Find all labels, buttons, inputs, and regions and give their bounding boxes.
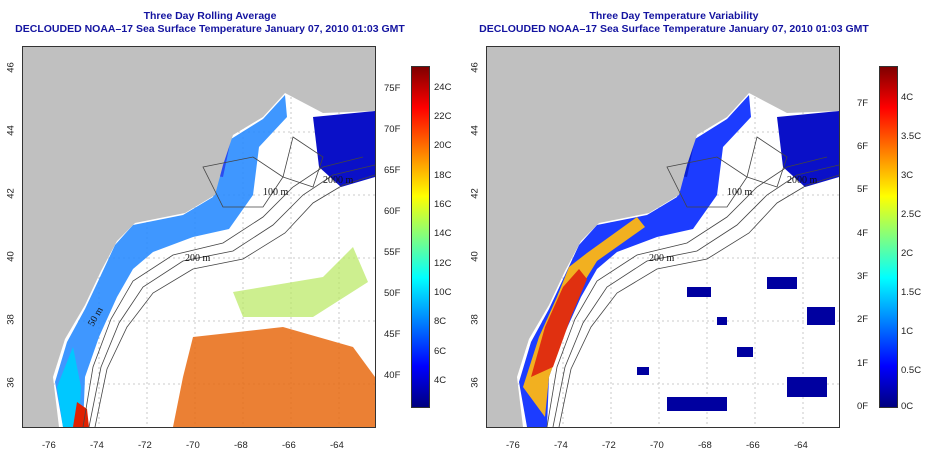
colorbar-label: 14C <box>434 228 452 239</box>
colorbar-label: 3F <box>857 271 869 282</box>
map-svg: 200 m 100 m 2000 m <box>487 47 839 427</box>
panel-rolling-average: Three Day Rolling Average DECLOUDED NOAA… <box>5 10 452 451</box>
land-nova-scotia <box>103 77 223 127</box>
x-tick: -76 <box>506 440 520 451</box>
bathymetry-contours <box>546 136 839 427</box>
panel-temperature-variability: Three Day Temperature Variability DECLOU… <box>464 0 939 475</box>
colorbar-label: 0C <box>901 401 914 412</box>
sst-map: 200 m 100 m 2000 m 50 m <box>22 46 376 428</box>
x-tick: -66 <box>746 440 760 451</box>
colorbar-label: 22C <box>434 111 452 122</box>
contour-label-100: 100 m <box>263 187 289 198</box>
colorbar-label: 7F <box>857 98 869 109</box>
colorbar-label: 70F <box>384 124 401 135</box>
x-tick: -68 <box>234 440 248 451</box>
map-svg: 200 m 100 m 2000 m 50 m <box>23 47 375 427</box>
colorbar-label: 8C <box>434 316 447 327</box>
colorbar-label: 60F <box>384 206 401 217</box>
panel-title: Three Day Rolling Average <box>143 10 277 22</box>
colorbar-label: 4C <box>901 92 914 103</box>
panel-subtitle: DECLOUDED NOAA–17 Sea Surface Temperatur… <box>479 23 869 35</box>
bathymetry-contours <box>82 136 375 427</box>
x-tick: -76 <box>42 440 56 451</box>
y-tick: 38 <box>5 314 17 325</box>
y-tick: 38 <box>469 314 481 325</box>
colorbar-label: 18C <box>434 170 452 181</box>
panel-title: Three Day Temperature Variability <box>589 10 759 22</box>
y-tick: 36 <box>469 377 481 388</box>
sst-nearshore <box>57 347 81 427</box>
y-tick: 46 <box>5 62 17 73</box>
y-tick: 36 <box>5 377 17 388</box>
colorbar-label: 55F <box>384 247 401 258</box>
x-tick: -64 <box>794 440 808 451</box>
colorbar-label: 6C <box>434 346 447 357</box>
colorbar-label: 5F <box>857 184 869 195</box>
y-tick: 40 <box>469 251 481 262</box>
colorbar-label: 6F <box>857 141 869 152</box>
sst-warm-patch <box>73 402 89 427</box>
colorbar-label: 2F <box>857 314 869 325</box>
panel-subtitle: DECLOUDED NOAA–17 Sea Surface Temperatur… <box>15 23 405 35</box>
y-tick: 42 <box>469 188 481 199</box>
x-tick: -70 <box>186 440 200 451</box>
contour-label-2000: 2000 m <box>323 175 354 186</box>
y-tick: 40 <box>5 251 17 262</box>
x-tick: -68 <box>698 440 712 451</box>
contour-label-100: 100 m <box>727 187 753 198</box>
variability-band-low <box>519 95 751 427</box>
contour-label-200: 200 m <box>649 253 675 264</box>
y-tick: 44 <box>469 125 481 136</box>
colorbar <box>411 66 430 408</box>
colorbar-label: 12C <box>434 258 452 269</box>
colorbar-label: 4F <box>857 228 869 239</box>
offshore-patches <box>173 247 375 427</box>
colorbar-label: 2C <box>901 248 914 259</box>
contour-label-200: 200 m <box>185 253 211 264</box>
colorbar-label: 1.5C <box>901 287 922 298</box>
colorbar-label: 3C <box>901 170 914 181</box>
variability-peak <box>531 269 587 377</box>
colorbar-label: 1C <box>901 326 914 337</box>
x-tick: -72 <box>138 440 152 451</box>
y-tick: 46 <box>469 62 481 73</box>
colorbar-label: 10C <box>434 287 452 298</box>
colorbar-label: 16C <box>434 199 452 210</box>
x-tick: -74 <box>554 440 568 451</box>
x-tick: -72 <box>602 440 616 451</box>
colorbar-label: 20C <box>434 140 452 151</box>
colorbar-label: 1F <box>857 358 869 369</box>
sst-gulf-of-maine <box>313 111 375 187</box>
colorbar-label: 0F <box>857 401 869 412</box>
contour-label-2000: 2000 m <box>787 175 818 186</box>
colorbar-label: 75F <box>384 83 401 94</box>
x-tick: -64 <box>330 440 344 451</box>
y-tick: 44 <box>5 125 17 136</box>
colorbar-label: 4C <box>434 375 447 386</box>
colorbar <box>879 66 898 408</box>
land-mass <box>23 47 375 427</box>
variability-map: 200 m 100 m 2000 m <box>486 46 840 428</box>
colorbar-label: 3.5C <box>901 131 922 142</box>
x-tick: -66 <box>282 440 296 451</box>
variability-band-high <box>523 217 645 417</box>
colorbar-label: 2.5C <box>901 209 922 220</box>
colorbar-label: 0.5C <box>901 365 922 376</box>
colorbar-label: 50F <box>384 288 401 299</box>
sst-coastal-band <box>55 95 287 427</box>
colorbar-label: 65F <box>384 165 401 176</box>
colorbar-label: 45F <box>384 329 401 340</box>
x-tick: -70 <box>650 440 664 451</box>
land-mass <box>487 47 839 427</box>
colorbar-label: 40F <box>384 370 401 381</box>
y-tick: 42 <box>5 188 17 199</box>
x-tick: -74 <box>90 440 104 451</box>
colorbar-label: 24C <box>434 82 452 93</box>
variability-gulf-of-maine <box>777 111 839 187</box>
offshore-speckles <box>637 277 835 411</box>
